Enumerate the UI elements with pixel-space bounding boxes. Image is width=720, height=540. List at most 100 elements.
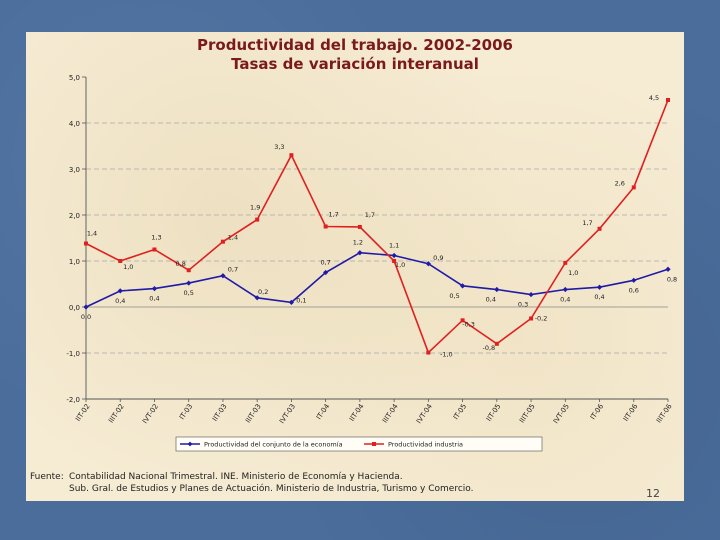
slide: Productividad del trabajo. 2002-2006 Tas… (26, 32, 684, 501)
data-label: -0,3 (462, 320, 475, 328)
data-point (117, 288, 123, 294)
data-point (323, 224, 328, 229)
legend-entry: Productividad del conjunto de la economí… (204, 441, 343, 449)
data-point (255, 217, 260, 222)
data-label: 3,3 (274, 143, 284, 151)
legend-marker (372, 442, 376, 446)
x-tick-label: IT-06 (589, 402, 606, 421)
data-label: 0,7 (228, 266, 238, 274)
data-label: 1,4 (87, 230, 97, 238)
x-tick-label: IT-05 (452, 403, 468, 422)
data-label: 0,7 (320, 259, 330, 267)
x-tick-label: IIIT-05 (518, 403, 537, 425)
data-label: 0,2 (258, 288, 268, 296)
data-point (357, 224, 362, 229)
data-label: 1,7 (582, 219, 592, 227)
source-label: Fuente: (30, 472, 64, 482)
data-point (631, 185, 636, 190)
data-label: 0,8 (176, 260, 186, 268)
data-point (460, 318, 465, 323)
chart-subtitle: Tasas de variación interanual (231, 55, 479, 73)
x-tick-label: IT-03 (178, 403, 194, 422)
chart-title: Productividad del trabajo. 2002-2006 (197, 36, 513, 54)
data-point (392, 259, 397, 263)
data-label: 0,1 (296, 296, 306, 304)
data-label: 1,0 (395, 261, 405, 269)
data-label: 0,4 (594, 293, 604, 301)
x-tick-label: IIIT-03 (244, 403, 263, 425)
data-label: 1,7 (365, 211, 375, 219)
data-label: 0,5 (184, 289, 194, 297)
data-point (186, 280, 192, 286)
data-point (357, 250, 363, 256)
y-tick-label: 5,0 (69, 74, 80, 82)
data-point (426, 350, 431, 355)
data-label: 1,4 (228, 234, 238, 242)
x-tick-label: IVT-04 (415, 402, 434, 425)
slide-number: 12 (646, 487, 660, 500)
data-label: 0,5 (449, 292, 459, 300)
data-point (220, 239, 225, 244)
data-point (254, 295, 260, 301)
data-point (563, 260, 568, 265)
data-label: 0,6 (629, 286, 639, 294)
data-point (84, 241, 88, 246)
data-point (666, 98, 670, 102)
x-tick-label: IIIT-04 (381, 402, 400, 424)
data-point (597, 226, 602, 231)
y-tick-label: 4,0 (69, 120, 80, 128)
legend-entry: Productividad industria (388, 441, 463, 449)
data-point (186, 268, 191, 273)
data-label: 1,3 (151, 234, 161, 242)
y-tick-label: -2,0 (66, 396, 80, 404)
data-label: 1,9 (250, 204, 260, 212)
data-label: 0,0 (81, 313, 91, 321)
y-tick-label: 2,0 (69, 212, 80, 220)
x-tick-label: IIT-06 (622, 402, 640, 423)
data-label: -1,0 (440, 351, 453, 359)
data-point (289, 153, 294, 158)
data-point (83, 304, 89, 310)
y-tick-label: 1,0 (69, 258, 80, 266)
data-point (494, 341, 499, 346)
data-point (391, 252, 397, 259)
data-point (459, 283, 466, 289)
x-tick-label: IVT-02 (141, 403, 160, 426)
data-label: 1,2 (353, 239, 363, 247)
data-label: 0,8 (667, 275, 677, 283)
series-line (85, 251, 669, 308)
data-label: -0,8 (482, 344, 495, 352)
data-point (323, 269, 329, 276)
y-tick-label: 0,0 (69, 304, 80, 312)
x-tick-label: IT-04 (315, 402, 332, 421)
data-label: 0,4 (115, 297, 125, 305)
data-point (665, 266, 671, 272)
data-point (494, 286, 500, 293)
data-label: 0,4 (486, 296, 496, 304)
x-tick-label: IVT-05 (552, 403, 571, 426)
data-label: 1,0 (568, 269, 578, 277)
data-point (562, 286, 568, 293)
data-point (596, 284, 603, 290)
data-point (118, 259, 123, 263)
x-tick-label: IIT-02 (74, 403, 92, 423)
legend-marker (187, 441, 193, 447)
data-point (425, 261, 431, 267)
data-label: 0,3 (518, 301, 528, 309)
y-tick-label: -1,0 (66, 350, 80, 358)
data-point (288, 299, 295, 305)
x-tick-label: IIT-05 (485, 403, 503, 423)
data-point (152, 247, 157, 252)
x-tick-label: IIIT-02 (107, 403, 126, 425)
x-tick-label: IVT-03 (278, 403, 297, 426)
data-point (631, 277, 637, 283)
data-label: 1,7 (328, 211, 338, 219)
data-label: 1,1 (389, 241, 399, 249)
data-label: 0,4 (560, 296, 570, 304)
data-point (529, 316, 534, 321)
data-label: 1,0 (123, 263, 133, 271)
data-point (528, 291, 534, 298)
source-line-1: Contabilidad Nacional Trimestral. INE. M… (69, 472, 403, 482)
x-tick-label: IIT-04 (348, 402, 366, 423)
